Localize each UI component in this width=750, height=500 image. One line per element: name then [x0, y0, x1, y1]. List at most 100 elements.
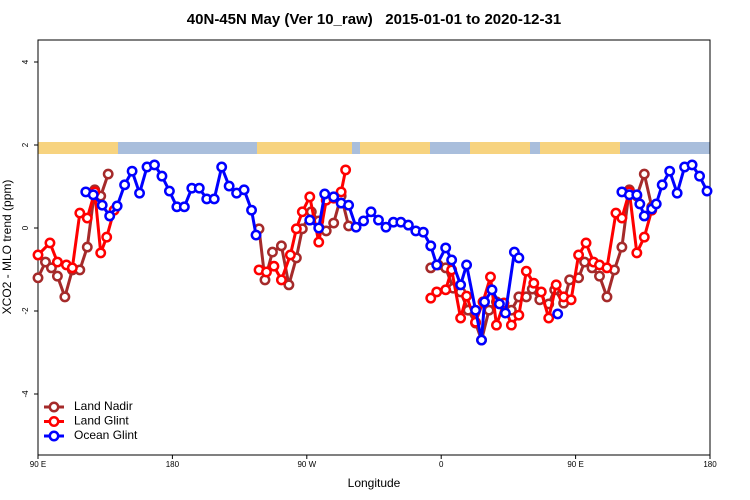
- data-point: [358, 215, 369, 227]
- plot-frame: [37, 39, 711, 456]
- data-point: [74, 207, 86, 219]
- data-point: [491, 319, 502, 331]
- data-point: [104, 210, 116, 222]
- data-point: [671, 187, 683, 199]
- data-point: [505, 319, 517, 331]
- data-point: [520, 265, 532, 277]
- legend-marker: [48, 430, 60, 442]
- x-tick-label: 180: [166, 460, 180, 469]
- data-point: [664, 165, 676, 177]
- data-point: [656, 179, 668, 191]
- data-point: [638, 231, 650, 243]
- data-point: [631, 247, 643, 259]
- data-point: [686, 159, 698, 171]
- data-point: [304, 214, 316, 226]
- data-point: [402, 219, 414, 231]
- legend-marker: [48, 416, 60, 427]
- data-point: [486, 284, 498, 296]
- data-point: [343, 199, 355, 211]
- data-point: [455, 312, 467, 324]
- data-point: [96, 199, 108, 211]
- data-point: [483, 304, 495, 316]
- data-point: [126, 165, 138, 177]
- surface-strip: [38, 142, 710, 154]
- data-point: [246, 204, 257, 216]
- data-point: [66, 262, 78, 274]
- data-point: [601, 291, 613, 303]
- data-point: [694, 170, 705, 182]
- data-point: [193, 182, 205, 194]
- y-tick-label: 4: [21, 59, 30, 64]
- data-point: [328, 217, 340, 229]
- data-point: [51, 256, 63, 268]
- y-tick-label: 2: [21, 142, 30, 147]
- y-axis-label: XCO2 - MLO trend (ppm): [0, 180, 14, 315]
- data-point: [32, 272, 44, 284]
- data-point: [417, 226, 429, 238]
- data-point: [543, 312, 555, 324]
- data-point: [701, 185, 713, 197]
- data-point: [446, 254, 458, 266]
- x-tick-label: 90 E: [30, 460, 46, 469]
- data-point: [81, 212, 93, 224]
- data-point: [313, 236, 325, 248]
- data-point: [328, 191, 340, 203]
- data-point: [380, 221, 392, 233]
- data-point: [631, 189, 643, 201]
- data-point: [95, 247, 107, 259]
- data-point: [350, 221, 362, 233]
- data-point: [268, 260, 280, 272]
- data-point: [431, 259, 443, 271]
- data-point: [513, 309, 525, 321]
- data-point: [535, 286, 547, 298]
- data-point: [616, 241, 628, 253]
- data-point: [425, 240, 437, 252]
- data-point: [493, 298, 505, 310]
- data-point: [340, 164, 352, 176]
- data-point: [499, 307, 511, 319]
- data-point: [59, 291, 71, 303]
- data-point: [284, 249, 296, 261]
- data-point: [216, 161, 228, 173]
- data-point: [552, 308, 564, 320]
- data-point: [461, 290, 473, 302]
- data-point: [580, 237, 592, 249]
- data-point: [283, 279, 295, 291]
- data-point: [250, 229, 262, 241]
- data-point: [485, 271, 496, 283]
- legend-label: Land Nadir: [74, 399, 133, 413]
- legend-label: Ocean Glint: [74, 428, 138, 442]
- data-point: [319, 188, 331, 200]
- data-point: [32, 249, 44, 261]
- y-tick-label: 0: [21, 225, 30, 230]
- data-point: [81, 241, 93, 253]
- data-point: [267, 246, 278, 258]
- data-point: [470, 304, 481, 316]
- data-point: [476, 334, 487, 346]
- data-point: [513, 252, 525, 264]
- data-point: [163, 185, 175, 197]
- legend-label: Land Glint: [74, 414, 129, 428]
- data-point: [156, 170, 168, 182]
- data-point: [425, 292, 437, 304]
- data-point: [44, 237, 56, 249]
- data-point: [87, 189, 99, 201]
- data-point: [638, 210, 650, 222]
- data-point: [238, 184, 250, 196]
- data-point: [102, 168, 114, 180]
- data-point: [565, 294, 577, 306]
- data-point: [313, 222, 325, 234]
- data-point: [550, 279, 562, 291]
- data-point: [149, 159, 160, 171]
- data-point: [594, 270, 605, 282]
- data-point: [119, 179, 131, 191]
- data-point: [134, 187, 145, 199]
- data-point: [616, 212, 628, 224]
- data-point: [638, 168, 650, 180]
- y-tick-label: -4: [21, 390, 30, 398]
- data-point: [601, 262, 613, 274]
- data-point: [365, 206, 377, 218]
- data-point: [275, 274, 287, 286]
- data-point: [431, 286, 443, 298]
